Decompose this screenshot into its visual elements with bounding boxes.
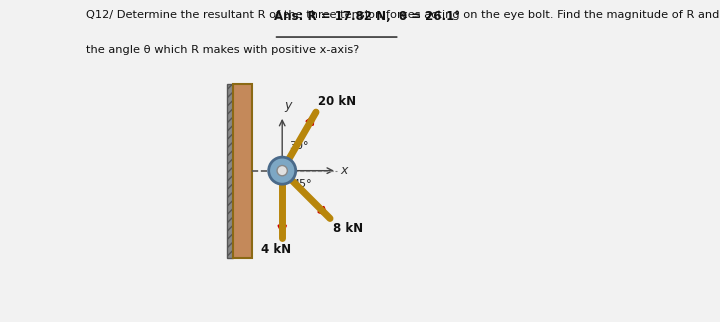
Text: the angle θ which R makes with positive x-axis?: the angle θ which R makes with positive …	[86, 45, 359, 55]
Text: 30°: 30°	[289, 141, 309, 151]
Circle shape	[269, 157, 296, 184]
Text: 4 kN: 4 kN	[261, 243, 292, 256]
Text: y: y	[284, 99, 292, 112]
Bar	[227, 84, 233, 258]
Text: 8 kN: 8 kN	[333, 222, 364, 235]
Text: Q12/ Determine the resultant R of the three tension forces acting on the eye bol: Q12/ Determine the resultant R of the th…	[86, 10, 719, 20]
Bar	[233, 84, 251, 258]
Text: 20 kN: 20 kN	[318, 95, 356, 108]
Circle shape	[277, 166, 287, 176]
Text: x: x	[341, 164, 348, 177]
Text: Ans: R = 17.82 N,  θ = 26.1°: Ans: R = 17.82 N, θ = 26.1°	[274, 10, 460, 23]
Text: 45°: 45°	[292, 179, 312, 189]
